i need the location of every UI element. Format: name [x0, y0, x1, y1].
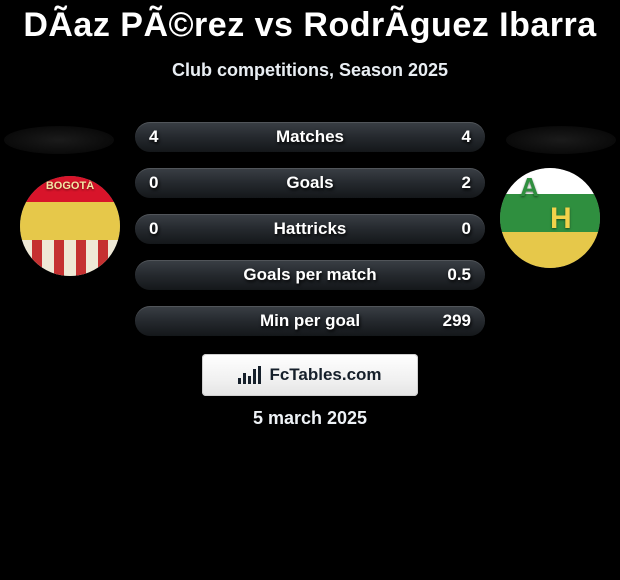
stat-right-value: 0.5 — [447, 260, 471, 290]
crest-right-letter-a: A — [520, 172, 539, 203]
player-shadow-left — [4, 126, 114, 154]
crest-left-stripe — [76, 240, 86, 276]
stat-label: Goals per match — [135, 260, 485, 290]
crest-right-letter-h: H — [550, 202, 572, 236]
crest-left-band-mid — [20, 202, 120, 240]
club-crest-right: A H — [500, 168, 600, 268]
crest-left-stripe — [98, 240, 108, 276]
chart-icon — [238, 366, 261, 384]
crest-left-text: BOGOTÁ — [20, 180, 120, 192]
page-title: DÃ­az PÃ©rez vs RodrÃ­guez Ibarra — [0, 6, 620, 45]
stat-row-hattricks: 0 Hattricks 0 — [135, 214, 485, 244]
subtitle: Club competitions, Season 2025 — [0, 60, 620, 81]
stats-block: 4 Matches 4 0 Goals 2 0 Hattricks 0 Goal… — [135, 122, 485, 352]
club-crest-left: BOGOTÁ — [20, 176, 120, 276]
crest-right-band-bot — [500, 232, 600, 268]
stat-label: Matches — [135, 122, 485, 152]
stat-row-matches: 4 Matches 4 — [135, 122, 485, 152]
stat-label: Goals — [135, 168, 485, 198]
stat-label: Min per goal — [135, 306, 485, 336]
crest-left-stripe — [54, 240, 64, 276]
stage: DÃ­az PÃ©rez vs RodrÃ­guez Ibarra Club c… — [0, 0, 620, 580]
watermark-text: FcTables.com — [269, 365, 381, 385]
crest-right-band-top — [500, 168, 600, 194]
date-text: 5 march 2025 — [0, 408, 620, 429]
player-shadow-right — [506, 126, 616, 154]
stat-label: Hattricks — [135, 214, 485, 244]
stat-row-goals-per-match: Goals per match 0.5 — [135, 260, 485, 290]
crest-left-stripe — [32, 240, 42, 276]
stat-right-value: 2 — [462, 168, 471, 198]
stat-row-min-per-goal: Min per goal 299 — [135, 306, 485, 336]
stat-row-goals: 0 Goals 2 — [135, 168, 485, 198]
watermark-banner: FcTables.com — [202, 354, 418, 396]
stat-right-value: 4 — [462, 122, 471, 152]
stat-right-value: 299 — [443, 306, 471, 336]
stat-right-value: 0 — [462, 214, 471, 244]
